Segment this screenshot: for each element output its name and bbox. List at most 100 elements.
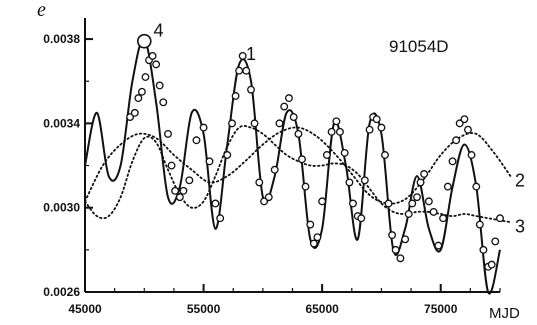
y-axis-label: e	[37, 0, 46, 21]
data-point	[171, 186, 180, 195]
data-point	[205, 157, 214, 166]
series-line-2	[85, 126, 513, 205]
x-axis-label: MJD	[489, 305, 520, 322]
data-point	[275, 119, 284, 128]
data-point	[381, 151, 389, 159]
data-point	[148, 51, 157, 60]
data-point	[298, 155, 306, 164]
curve-label-2: 2	[515, 170, 525, 190]
data-point	[238, 51, 247, 60]
data-point	[487, 260, 496, 269]
data-point	[496, 214, 504, 223]
data-point	[313, 233, 322, 242]
curve-label-4: 4	[154, 21, 164, 41]
data-point	[360, 176, 369, 185]
data-point	[130, 108, 139, 117]
data-point	[228, 119, 236, 128]
data-point	[294, 129, 303, 138]
series-observations	[126, 51, 504, 271]
data-point	[439, 214, 448, 223]
data-point	[413, 193, 421, 202]
data-point	[391, 245, 400, 254]
data-point	[448, 157, 457, 166]
y-tick-label: 0.0026	[43, 285, 80, 299]
chart-title: 91054D	[389, 37, 449, 56]
data-point	[424, 197, 433, 206]
data-point	[434, 241, 443, 250]
data-point	[443, 182, 452, 191]
data-point	[289, 113, 298, 122]
data-point	[332, 117, 341, 126]
data-point	[216, 214, 225, 223]
data-point	[318, 197, 327, 206]
data-point	[377, 123, 386, 132]
data-point	[152, 60, 161, 69]
axes: 0.0026 0.0030 0.0034 0.0038 45000 55000 65000 7…	[43, 18, 501, 316]
data-point	[345, 178, 354, 187]
x-tick-label: 75000	[424, 302, 458, 316]
data-point	[164, 129, 172, 138]
data-point	[270, 165, 279, 174]
data-point	[455, 119, 464, 128]
data-point	[159, 98, 168, 107]
x-tick-label: 45000	[68, 302, 102, 316]
data-point	[301, 182, 310, 191]
data-point	[306, 220, 315, 229]
data-point	[235, 66, 244, 75]
data-point	[372, 115, 381, 124]
data-point	[167, 161, 176, 170]
data-point	[155, 81, 164, 90]
y-tick-label: 0.0030	[43, 201, 80, 215]
data-point	[349, 199, 357, 208]
data-point	[479, 245, 488, 254]
data-point	[365, 125, 374, 134]
data-point	[141, 73, 150, 81]
data-point	[464, 125, 472, 134]
data-point	[460, 115, 469, 124]
data-point	[247, 85, 255, 94]
data-point	[408, 199, 417, 208]
data-point	[255, 178, 264, 187]
series-line-3	[85, 125, 513, 224]
data-point	[340, 148, 349, 157]
data-point	[388, 231, 397, 240]
data-point	[357, 214, 366, 223]
data-point	[192, 136, 201, 145]
data-point	[231, 92, 240, 100]
data-point	[134, 94, 143, 103]
x-tick-label: 55000	[187, 302, 221, 316]
data-point	[472, 182, 481, 191]
data-point	[416, 178, 425, 187]
data-point	[491, 237, 500, 246]
data-point	[404, 210, 413, 218]
data-point	[309, 239, 318, 248]
y-tick-label: 0.0034	[43, 116, 80, 130]
data-point	[420, 170, 429, 178]
y-tick-label: 0.0038	[43, 32, 80, 46]
data-point	[452, 136, 461, 145]
data-point	[250, 119, 259, 128]
data-point	[211, 199, 220, 208]
curve-label-3: 3	[515, 217, 525, 237]
data-point	[223, 151, 232, 159]
x-tick-label: 65000	[305, 302, 339, 316]
data-point	[401, 235, 410, 244]
plot-area	[85, 33, 513, 295]
data-point	[137, 87, 146, 96]
data-point	[175, 193, 184, 202]
data-point	[260, 197, 268, 206]
data-point	[242, 66, 251, 75]
data-point	[322, 151, 331, 159]
data-point	[327, 127, 336, 136]
data-point	[179, 186, 188, 195]
data-point	[284, 94, 293, 103]
data-point	[467, 151, 476, 159]
data-point	[475, 220, 484, 229]
data-point	[384, 199, 393, 208]
data-point	[185, 176, 194, 185]
data-point	[264, 193, 273, 202]
data-point	[280, 102, 289, 111]
data-point	[126, 113, 135, 122]
